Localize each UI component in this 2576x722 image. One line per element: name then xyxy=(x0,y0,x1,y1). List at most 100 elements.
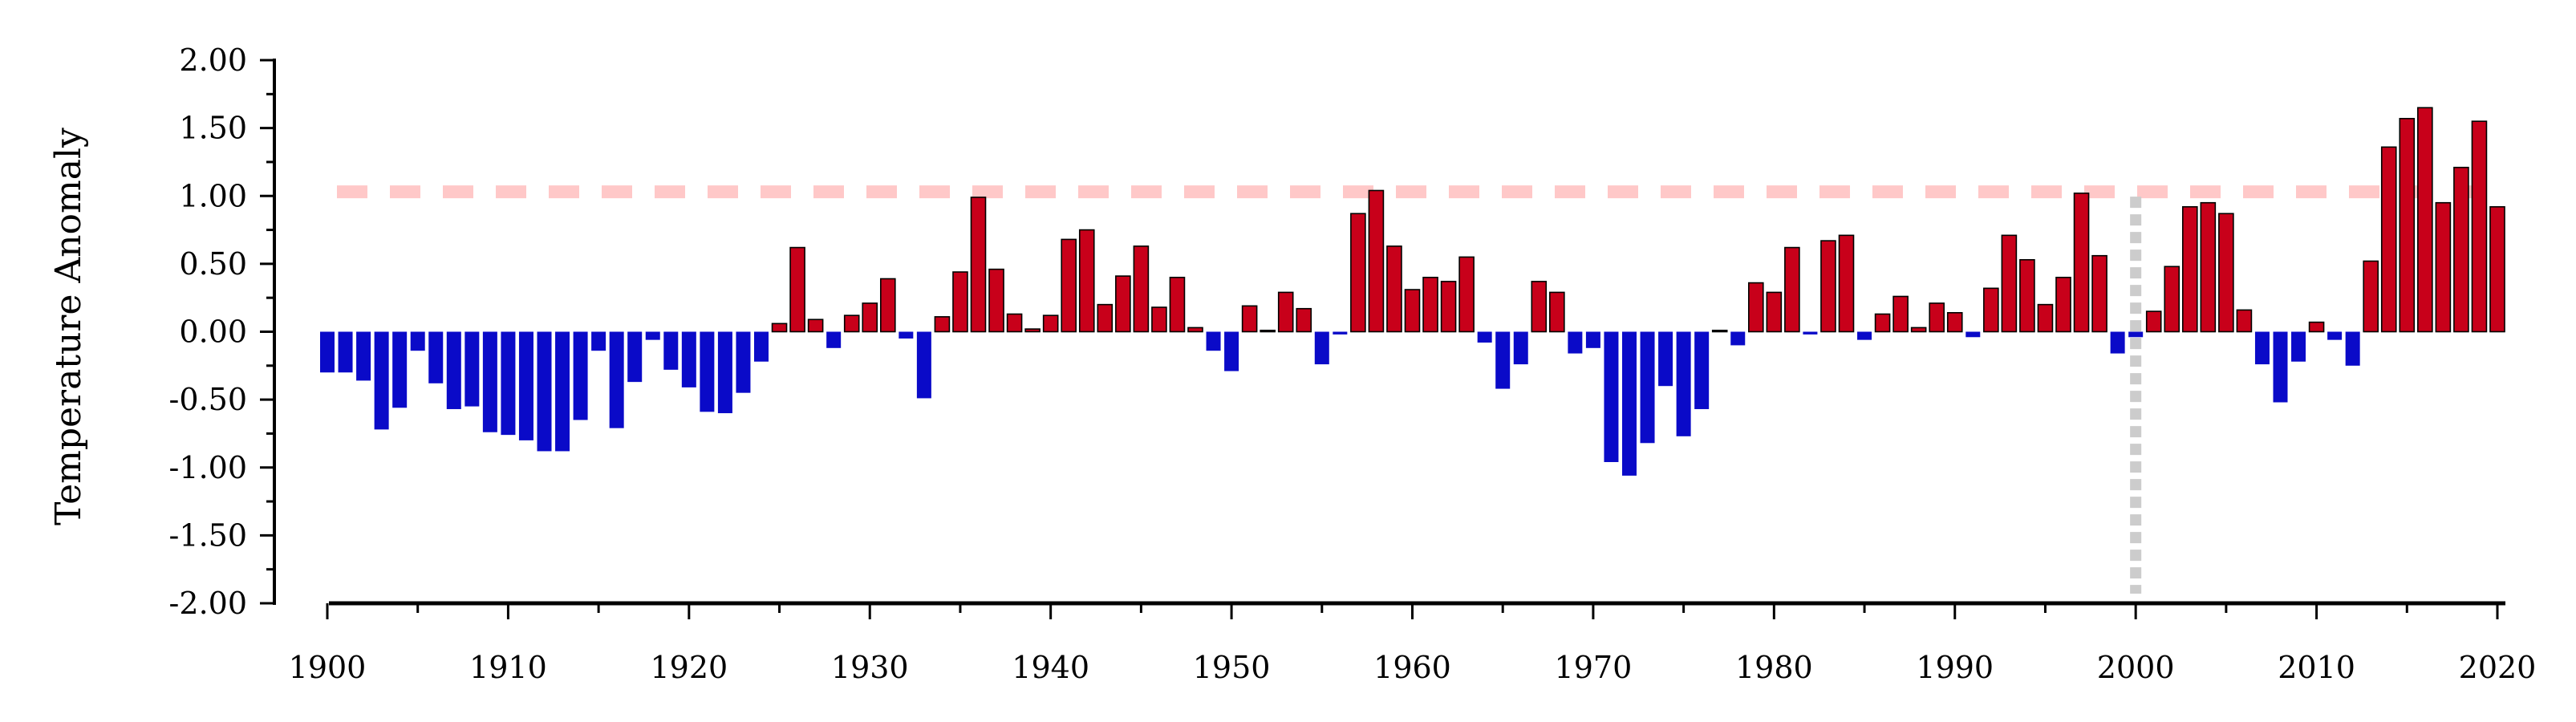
bar-2003 xyxy=(2181,205,2198,333)
bar-1924 xyxy=(754,331,769,362)
bar-1961 xyxy=(1422,276,1438,333)
bar-1945 xyxy=(1133,245,1150,333)
x-tick-label: 1940 xyxy=(1012,650,1089,685)
x-tick-label: 1900 xyxy=(289,650,367,685)
bar-1967 xyxy=(1531,281,1548,333)
bar-1942 xyxy=(1078,229,1095,333)
bar-1903 xyxy=(374,331,389,430)
bar-1936 xyxy=(970,197,987,333)
bar-1932 xyxy=(899,331,914,339)
bar-2004 xyxy=(2200,201,2217,333)
bar-1972 xyxy=(1622,331,1637,476)
x-tick-label: 2000 xyxy=(2097,650,2175,685)
bar-1958 xyxy=(1368,189,1385,333)
x-tick-label: 1920 xyxy=(650,650,728,685)
bar-1925 xyxy=(771,322,788,333)
bar-1989 xyxy=(1929,302,1945,333)
bar-1911 xyxy=(518,331,533,440)
bar-1973 xyxy=(1640,331,1655,444)
bar-1904 xyxy=(392,331,408,408)
bar-1954 xyxy=(1296,307,1312,333)
bar-1999 xyxy=(2110,331,2125,354)
bar-1919 xyxy=(663,331,679,370)
bar-2002 xyxy=(2164,266,2180,333)
y-tick-label: 1.00 xyxy=(179,178,247,213)
bar-1996 xyxy=(2055,276,2071,333)
bar-1946 xyxy=(1151,306,1167,333)
bar-2011 xyxy=(2327,331,2343,340)
bar-2000 xyxy=(2128,331,2144,338)
y-axis-title: Temperature Anomaly xyxy=(48,128,89,525)
bar-1963 xyxy=(1458,256,1475,333)
bar-2012 xyxy=(2345,331,2360,366)
bar-1902 xyxy=(356,331,371,381)
bar-1974 xyxy=(1658,331,1673,387)
bar-2013 xyxy=(2363,260,2379,333)
bar-1935 xyxy=(952,271,968,333)
bar-2010 xyxy=(2308,321,2325,333)
bar-1994 xyxy=(2019,258,2035,333)
bar-1970 xyxy=(1585,331,1600,348)
bar-1987 xyxy=(1892,295,1909,333)
bar-2015 xyxy=(2399,117,2416,333)
bar-1981 xyxy=(1784,246,1800,333)
bar-1921 xyxy=(700,331,715,412)
bar-1906 xyxy=(428,331,444,383)
y-tick-label: -1.50 xyxy=(169,517,247,553)
y-tick-label: -1.00 xyxy=(169,450,247,485)
bar-2006 xyxy=(2236,309,2253,333)
bar-1934 xyxy=(934,316,951,333)
bar-1990 xyxy=(1946,312,1963,333)
y-tick-label: 1.50 xyxy=(179,111,247,146)
bar-1922 xyxy=(717,331,732,414)
bar-1984 xyxy=(1838,234,1855,333)
bar-1910 xyxy=(501,331,516,436)
bar-1915 xyxy=(591,331,606,351)
bar-1900 xyxy=(320,331,335,373)
bar-1956 xyxy=(1333,331,1348,335)
bar-1941 xyxy=(1061,238,1077,333)
x-tick-label: 1930 xyxy=(831,650,909,685)
bar-1998 xyxy=(2091,254,2107,333)
bar-1939 xyxy=(1024,328,1041,333)
bar-1985 xyxy=(1857,331,1872,340)
bar-1930 xyxy=(862,302,878,333)
bar-2016 xyxy=(2417,107,2433,333)
bar-1964 xyxy=(1477,331,1492,343)
bar-1988 xyxy=(1910,327,1927,333)
bar-1975 xyxy=(1676,331,1691,436)
bar-1991 xyxy=(1965,331,1981,338)
bar-1949 xyxy=(1206,331,1221,351)
bar-1937 xyxy=(988,268,1004,333)
bar-1995 xyxy=(2037,303,2054,333)
bar-2009 xyxy=(2291,331,2306,362)
bar-1950 xyxy=(1224,331,1239,371)
bar-1926 xyxy=(789,246,805,333)
bar-2005 xyxy=(2218,213,2234,333)
bar-1933 xyxy=(916,331,931,399)
bar-1905 xyxy=(410,331,425,351)
bar-1907 xyxy=(446,331,461,409)
bar-2001 xyxy=(2145,310,2162,333)
x-tick-label: 1910 xyxy=(469,650,547,685)
bar-2008 xyxy=(2273,331,2288,403)
bar-1960 xyxy=(1404,289,1421,333)
bar-1969 xyxy=(1568,331,1583,354)
bar-2007 xyxy=(2254,331,2270,365)
bar-1953 xyxy=(1277,291,1294,333)
bar-1920 xyxy=(681,331,696,387)
bar-2019 xyxy=(2471,120,2488,333)
y-tick-label: 0.00 xyxy=(179,314,247,350)
bar-1938 xyxy=(1006,313,1023,333)
bar-2017 xyxy=(2435,201,2452,333)
bar-1908 xyxy=(464,331,480,407)
bar-1980 xyxy=(1766,291,1783,333)
bar-1947 xyxy=(1169,276,1186,333)
bar-1986 xyxy=(1874,313,1891,333)
bar-1917 xyxy=(627,331,643,383)
y-tick-label: -2.00 xyxy=(169,586,247,621)
bar-1928 xyxy=(826,331,842,348)
bar-1993 xyxy=(2001,234,2018,333)
bar-1951 xyxy=(1241,305,1258,333)
bars-layer xyxy=(320,107,2505,476)
